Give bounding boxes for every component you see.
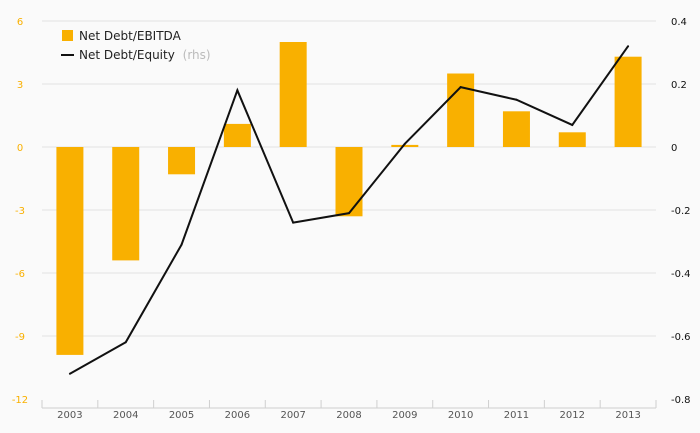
legend-label-line: Net Debt/Equity xyxy=(79,48,175,62)
line-point xyxy=(515,98,518,101)
y-right-tick-label: 0.4 xyxy=(671,17,687,28)
legend-note: (rhs) xyxy=(183,48,211,62)
line-point xyxy=(571,123,574,126)
y-right-tick-label: -0.6 xyxy=(671,332,691,343)
y-left-tick-label: 0 xyxy=(17,143,23,154)
line-point xyxy=(236,89,239,92)
line-series xyxy=(68,45,630,375)
bar xyxy=(56,147,84,355)
x-tick-label: 2004 xyxy=(113,410,138,421)
svg-text:Net Debt/Equity (rhs): Net Debt/Equity (rhs) xyxy=(79,48,211,62)
x-tick-label: 2005 xyxy=(169,410,194,421)
bar xyxy=(168,147,196,175)
y-right-tick-label: 0.2 xyxy=(671,80,687,91)
bar xyxy=(558,132,586,147)
y-left-tick-label: -6 xyxy=(15,269,25,280)
y-right-tick-label: -0.4 xyxy=(671,269,691,280)
line-point xyxy=(459,86,462,89)
x-tick-label: 2007 xyxy=(280,410,305,421)
bar xyxy=(502,111,530,147)
y-axis-right: 0.4 0.2 0 -0.2 -0.4 -0.6 -0.8 xyxy=(671,17,691,406)
line-point xyxy=(292,221,295,224)
line-point xyxy=(124,341,127,344)
line-point xyxy=(68,372,71,375)
bar xyxy=(279,42,307,147)
y-right-tick-label: -0.8 xyxy=(671,395,691,406)
x-axis: 2003 2004 2005 2006 2007 2008 2009 2010 2011 2012… xyxy=(41,400,657,421)
x-tick-label: 2012 xyxy=(560,410,585,421)
y-right-tick-label: 0 xyxy=(671,143,677,154)
y-left-tick-label: -3 xyxy=(15,206,25,217)
legend: Net Debt/EBITDA Net Debt/Equity (rhs) xyxy=(61,29,211,62)
x-tick-label: 2011 xyxy=(504,410,529,421)
y-left-tick-label: 6 xyxy=(17,17,23,28)
bar xyxy=(335,147,363,217)
y-left-tick-label: -12 xyxy=(12,395,28,406)
line-point xyxy=(348,212,350,215)
x-tick-label: 2008 xyxy=(336,410,361,421)
bar xyxy=(447,73,475,147)
bar xyxy=(223,123,251,147)
y-right-tick-label: -0.2 xyxy=(671,206,691,217)
line-point xyxy=(180,243,183,246)
bar-series xyxy=(56,42,642,355)
y-left-tick-label: 3 xyxy=(17,80,23,91)
legend-label-bar: Net Debt/EBITDA xyxy=(79,29,182,43)
y-axis-left: 6 3 0 -3 -6 -9 -12 xyxy=(12,17,28,406)
bar xyxy=(391,144,419,147)
x-tick-label: 2006 xyxy=(225,410,250,421)
legend-swatch-bar xyxy=(62,30,73,41)
line-point xyxy=(403,142,406,145)
line-point xyxy=(627,45,630,48)
y-left-tick-label: -9 xyxy=(15,332,25,343)
x-tick-label: 2013 xyxy=(615,410,640,421)
x-tick-label: 2009 xyxy=(392,410,417,421)
x-tick-label: 2010 xyxy=(448,410,473,421)
bar xyxy=(614,56,642,148)
bar xyxy=(112,147,140,261)
x-tick-label: 2003 xyxy=(57,410,82,421)
